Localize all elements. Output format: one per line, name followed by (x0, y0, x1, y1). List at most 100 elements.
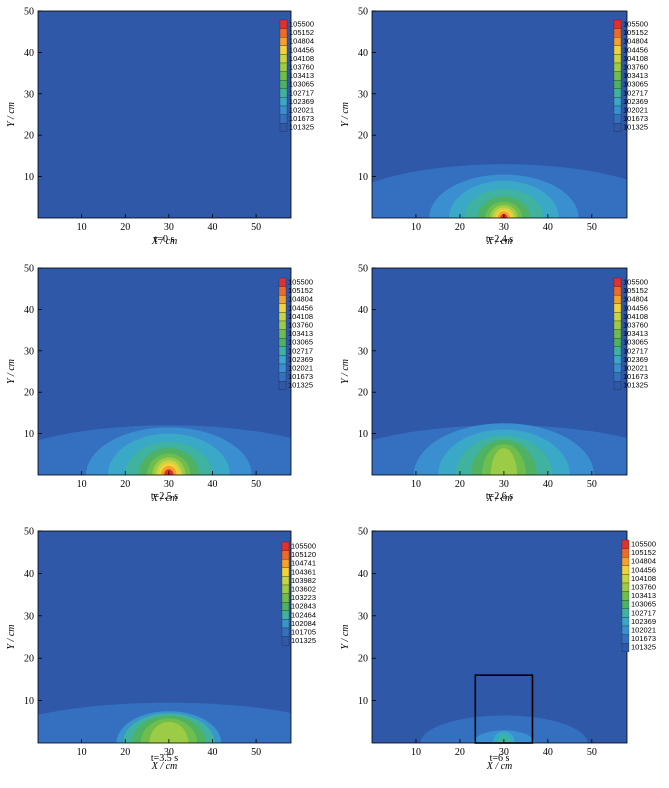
legend-swatch (279, 54, 288, 64)
y-tick-label: 30 (24, 346, 34, 357)
x-tick-label: 30 (499, 747, 509, 758)
y-tick-label: 10 (24, 172, 34, 183)
legend-label: 101673 (288, 372, 313, 381)
y-tick-label: 40 (358, 305, 368, 316)
x-tick-label: 10 (77, 747, 87, 758)
legend-label: 103982 (291, 576, 316, 585)
legend-label: 105152 (631, 548, 656, 557)
legend-swatch (621, 557, 630, 566)
color-legend: 1055001051521048041044561041081037601034… (621, 540, 656, 652)
contour-panel-1: 10 20 30 40 50 10 20 30 40 50 X / cm Y / cm t=0 s 105… (6, 7, 314, 248)
legend-swatch (613, 277, 622, 287)
legend-swatch (613, 123, 622, 132)
legend-label: 102717 (631, 608, 656, 617)
legend-swatch (279, 97, 288, 107)
contour-bands (372, 164, 627, 218)
legend-swatch (621, 565, 630, 575)
y-tick-label: 50 (358, 264, 368, 275)
legend-swatch (613, 338, 622, 347)
legend-swatch (613, 355, 622, 365)
x-axis-label: X / cm (151, 236, 178, 247)
legend-label: 101673 (289, 114, 314, 123)
legend-swatch (278, 295, 287, 304)
legend-label: 104804 (623, 37, 648, 46)
legend-label: 103760 (288, 321, 313, 330)
y-tick-label: 20 (24, 388, 34, 399)
legend-label: 104456 (631, 565, 656, 574)
legend-label: 103413 (631, 591, 656, 600)
legend-swatch (279, 62, 288, 72)
legend-swatch (278, 286, 287, 296)
axes-frame (37, 10, 292, 219)
legend-label: 105152 (288, 286, 313, 295)
y-tick-label: 10 (358, 429, 368, 440)
y-tick-label: 20 (358, 388, 368, 399)
legend-label: 104108 (289, 54, 314, 63)
x-tick-label: 40 (543, 479, 553, 490)
contour-bands (38, 425, 291, 475)
legend-label: 105152 (289, 28, 314, 37)
time-caption: t=3.5 s (151, 753, 178, 764)
legend-swatch (621, 582, 630, 592)
contour-band-1 (420, 715, 588, 743)
legend-swatch (281, 636, 290, 646)
x-tick-label: 30 (164, 479, 174, 490)
y-tick-label: 50 (358, 7, 368, 18)
y-tick-label: 30 (358, 611, 368, 622)
time-caption: t=2.4 s (486, 234, 513, 245)
x-tick-label: 20 (455, 479, 465, 490)
legend-swatch (613, 88, 622, 98)
y-tick-label: 20 (358, 131, 368, 142)
x-tick-label: 50 (587, 222, 597, 233)
legend-swatch (278, 320, 287, 330)
legend-swatch (279, 28, 288, 38)
legend-swatch (281, 550, 290, 560)
legend-swatch (621, 608, 630, 618)
y-tick-label: 40 (358, 48, 368, 59)
legend-label: 101705 (291, 628, 316, 637)
x-tick-label: 20 (455, 222, 465, 233)
legend-swatch (613, 312, 622, 322)
legend-label: 102369 (289, 97, 314, 106)
legend-swatch (613, 80, 622, 89)
legend-swatch (613, 45, 622, 55)
legend-swatch (278, 303, 287, 313)
color-legend: 1055001051521048041044561041081037601034… (279, 20, 314, 132)
legend-swatch (613, 105, 622, 115)
contour-panel-5: 10 20 30 40 50 10 20 30 40 50 X / cm Y / cm t=3.5 s 1… (6, 527, 316, 773)
legend-swatch (621, 643, 630, 652)
legend-label: 104456 (623, 303, 648, 312)
legend-label: 103602 (291, 585, 316, 594)
legend-label: 104456 (623, 45, 648, 54)
x-tick-label: 40 (543, 747, 553, 758)
legend-label: 103065 (623, 338, 648, 347)
contour-bands (372, 423, 627, 475)
legend-label: 103413 (623, 329, 648, 338)
legend-label: 101325 (289, 123, 314, 132)
legend-swatch (613, 363, 622, 373)
x-tick-label: 40 (543, 222, 553, 233)
color-legend: 1055001051521048041044561041081037601034… (613, 20, 648, 132)
legend-label: 103065 (623, 80, 648, 89)
legend-swatch (279, 88, 288, 98)
legend-swatch (621, 600, 630, 609)
contour-band-6 (149, 721, 189, 743)
y-tick-label: 30 (24, 89, 34, 100)
contour-bands (38, 702, 291, 743)
time-caption: t=0 s (155, 234, 175, 245)
y-tick-label: 10 (24, 429, 34, 440)
y-tick-label: 10 (358, 696, 368, 707)
legend-label: 104108 (623, 54, 648, 63)
x-tick-label: 40 (207, 747, 217, 758)
legend-label: 103760 (623, 63, 648, 72)
legend-swatch (613, 28, 622, 38)
legend-swatch (621, 625, 630, 635)
y-tick-label: 40 (24, 305, 34, 316)
legend-label: 105500 (623, 278, 648, 287)
y-axis-label: Y / cm (6, 102, 17, 127)
legend-label: 103223 (291, 593, 316, 602)
x-tick-label: 50 (587, 479, 597, 490)
legend-swatch (281, 627, 290, 637)
legend-label: 104361 (291, 567, 316, 576)
